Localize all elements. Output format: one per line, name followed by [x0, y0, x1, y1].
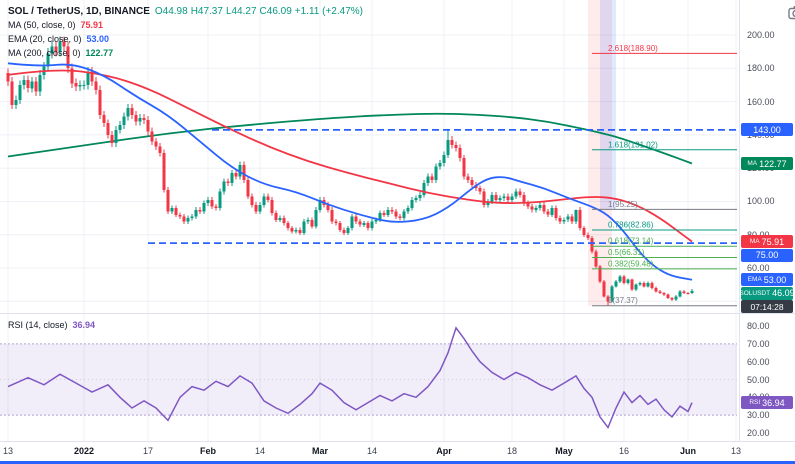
rsi-line — [7, 326, 693, 430]
price-axis[interactable]: 200.00180.00160.00140.00120.00100.0080.0… — [739, 0, 795, 441]
price-badge-75.00: 75.00 — [741, 248, 793, 262]
price-tick-label: 200.00 — [747, 29, 775, 40]
ma-50-line — [7, 69, 693, 243]
fib-retracement[interactable]: 2.618(188.90) 1.618(131.02) 1(95.25) 0.786(… — [592, 44, 737, 307]
highlight-band — [600, 0, 616, 210]
price-tick-label: 160.00 — [747, 96, 775, 107]
time-label: Apr — [436, 446, 452, 456]
price-tick-label: 180.00 — [747, 63, 775, 74]
price-badge-143.00: 143.00 — [741, 123, 793, 137]
time-label: 17 — [142, 446, 154, 456]
time-label: 13 — [730, 446, 742, 456]
price-tick-label: 80.00 — [747, 230, 770, 240]
price-tick-label: 100.00 — [747, 196, 775, 207]
countdown-badge: 07:14:28 — [741, 300, 793, 314]
rsi-tick-label: 20.00 — [747, 427, 770, 438]
time-label: 18 — [506, 446, 518, 456]
price-badge-122.77: MA 122.77 — [741, 157, 793, 171]
ma-200-line — [7, 112, 693, 165]
time-label: May — [555, 446, 573, 456]
time-axis[interactable]: 13 2022 17 Feb 14 Mar 14 Apr 18 May 16 Jun 13 — [0, 442, 795, 461]
svg-text:1(95.25): 1(95.25) — [608, 200, 638, 209]
time-label: Feb — [199, 446, 217, 456]
time-label: Mar — [311, 446, 329, 456]
time-label: 13 — [2, 446, 14, 456]
svg-text:0.618(73.14): 0.618(73.14) — [608, 237, 654, 246]
time-label: 2022 — [73, 446, 95, 456]
highlight-band — [588, 0, 612, 306]
price-badge-53.00: EMA 53.00 — [741, 273, 793, 287]
rsi-tick-label: 80.00 — [747, 321, 770, 332]
time-label: 14 — [254, 446, 266, 456]
svg-text:0.786(82.86): 0.786(82.86) — [608, 221, 654, 230]
rsi-value-badge: RSI 36.94 — [741, 396, 793, 410]
rsi-tick-label: 30.00 — [747, 410, 770, 421]
rsi-tick-label: 60.00 — [747, 356, 770, 367]
time-label: 14 — [366, 446, 378, 456]
price-tick-label: 60.00 — [747, 263, 770, 274]
rsi-tick-label: 50.00 — [747, 374, 770, 385]
candlestick-series — [6, 36, 694, 306]
svg-text:1.618(131.02): 1.618(131.02) — [608, 140, 658, 149]
camera-icon — [788, 6, 795, 20]
svg-text:2.618(188.90): 2.618(188.90) — [608, 44, 658, 53]
rsi-tick-label: 70.00 — [747, 338, 770, 349]
svg-text:0.382(59.48): 0.382(59.48) — [608, 259, 654, 268]
ema-20-line — [7, 62, 693, 281]
svg-text:0(37.37): 0(37.37) — [608, 296, 638, 305]
price-badge-46.09: SOLUSDT 46.09 — [739, 286, 795, 300]
price-badge-75.91: MA 75.91 — [741, 235, 793, 249]
svg-text:0.5(66.31): 0.5(66.31) — [608, 248, 645, 257]
time-label: Jun — [679, 446, 697, 456]
bottom-accent-bar — [0, 461, 795, 464]
time-label: 16 — [618, 446, 630, 456]
